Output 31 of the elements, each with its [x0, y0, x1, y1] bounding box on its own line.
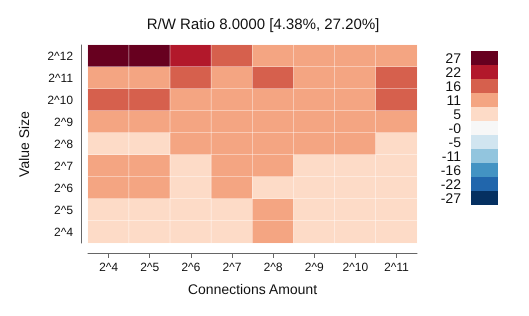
color-bar-label: -22	[440, 176, 462, 192]
y-tick-label: 2^6	[54, 181, 74, 195]
color-bar-label: -11	[442, 148, 462, 164]
color-bar-label: 5	[453, 106, 462, 122]
color-bar-label: -16	[440, 162, 462, 178]
x-tick-label: 2^6	[181, 260, 201, 274]
y-tick-label: 2^12	[47, 49, 74, 63]
x-axis-title: Connections Amount	[188, 281, 318, 297]
color-bar-label: -5	[448, 134, 462, 150]
x-tick-label: 2^4	[99, 260, 118, 274]
chart-title: R/W Ratio 8.0000 [4.38%, 27.20%]	[146, 16, 380, 33]
color-bar-label: 22	[445, 64, 462, 80]
color-bar-label: 11	[446, 92, 462, 108]
x-tick-label: 2^8	[264, 260, 283, 274]
y-tick-label: 2^11	[48, 71, 74, 85]
x-tick-label: 2^7	[222, 260, 242, 274]
color-bar-label: 16	[445, 78, 462, 94]
color-bar-label: 27	[445, 50, 462, 66]
y-tick-label: 2^4	[54, 225, 74, 239]
y-tick-label: 2^10	[47, 93, 74, 107]
x-tick-label: 2^9	[304, 260, 324, 274]
x-tick-label: 2^11	[384, 260, 410, 274]
y-tick-label: 2^9	[54, 115, 74, 129]
color-bar-label: -0	[448, 120, 462, 136]
y-tick-label: 2^8	[54, 137, 74, 151]
color-bar-label: -27	[440, 190, 462, 206]
x-tick-label: 2^5	[140, 260, 160, 274]
x-tick-label: 2^10	[342, 260, 368, 274]
y-axis-title: Value Size	[16, 110, 32, 177]
y-tick-label: 2^5	[54, 203, 74, 217]
y-tick-label: 2^7	[54, 159, 74, 173]
